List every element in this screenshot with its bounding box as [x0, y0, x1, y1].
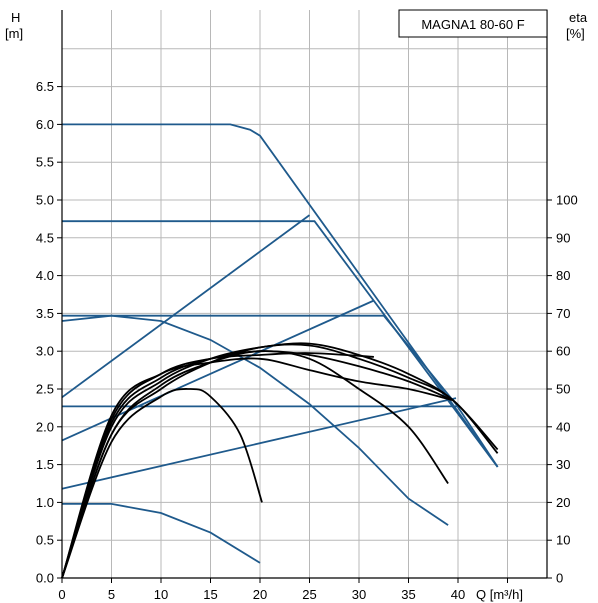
efficiency-curves: [61, 342, 499, 579]
y-left-tick-label: 5.5: [36, 155, 54, 170]
tick-labels: 0.0 0.5 1.0 1.5 2.0 2.5 3.0 3.5 4.0 4.5 5.0 5.5 6.0 6…: [36, 79, 578, 602]
y-right-label-name: eta: [569, 10, 588, 25]
y-left-tick-label: 1.0: [36, 495, 54, 510]
y-left-tick-label: 6.0: [36, 117, 54, 132]
x-tick-label: 35: [401, 587, 415, 602]
y-left-label-unit: [m]: [5, 26, 23, 41]
y-left-label-name: H: [11, 10, 20, 25]
y-right-tick-label: 70: [556, 306, 570, 321]
efficiency-curve: [61, 357, 454, 579]
y-left-tick-label: 2.0: [36, 419, 54, 434]
y-left-tick-label: 4.0: [36, 268, 54, 283]
head-curve: [61, 397, 457, 490]
y-right-tick-label: 40: [556, 419, 570, 434]
axes: [57, 10, 552, 583]
y-right-label-unit: [%]: [566, 26, 585, 41]
head-curve: [61, 214, 311, 399]
head-curve: [62, 220, 499, 468]
y-left-tick-label: 5.0: [36, 193, 54, 208]
title-box: [398, 9, 548, 38]
x-tick-label: 25: [302, 587, 316, 602]
y-left-tick-label: 4.5: [36, 230, 54, 245]
x-tick-label: 10: [154, 587, 168, 602]
y-right-tick-label: 100: [556, 193, 578, 208]
y-right-tick-label: 60: [556, 344, 570, 359]
y-right-tick-label: 30: [556, 457, 570, 472]
head-curve: [62, 123, 499, 468]
x-tick-label: 20: [253, 587, 267, 602]
y-right-tick-label: 50: [556, 382, 570, 397]
y-left-tick-label: 2.5: [36, 382, 54, 397]
y-right-tick-label: 0: [556, 571, 563, 586]
efficiency-curve: [61, 388, 263, 579]
x-tick-label: 40: [451, 587, 465, 602]
y-left-tick-label: 0.5: [36, 533, 54, 548]
head-curve: [62, 314, 499, 468]
y-left-tick-label: 3.5: [36, 306, 54, 321]
x-axis-label: Q [m³/h]: [476, 587, 523, 602]
grid-lines: [62, 10, 547, 578]
chart-title: MAGNA1 80-60 F: [421, 17, 524, 32]
y-right-tick-label: 80: [556, 268, 570, 283]
x-tick-label: 5: [108, 587, 115, 602]
x-tick-label: 0: [58, 587, 65, 602]
y-right-tick-label: 20: [556, 495, 570, 510]
y-left-tick-label: 6.5: [36, 79, 54, 94]
x-tick-label: 30: [352, 587, 366, 602]
x-tick-label: 15: [203, 587, 217, 602]
efficiency-curve: [61, 352, 374, 579]
y-right-tick-label: 10: [556, 533, 570, 548]
efficiency-curve: [61, 350, 454, 579]
y-left-tick-label: 3.0: [36, 344, 54, 359]
y-left-tick-label: 0.0: [36, 571, 54, 586]
head-curves: [61, 123, 499, 564]
y-left-tick-label: 1.5: [36, 457, 54, 472]
head-curve: [61, 314, 449, 526]
efficiency-curve: [61, 342, 499, 579]
head-curve: [62, 502, 261, 564]
y-right-tick-label: 90: [556, 230, 570, 245]
